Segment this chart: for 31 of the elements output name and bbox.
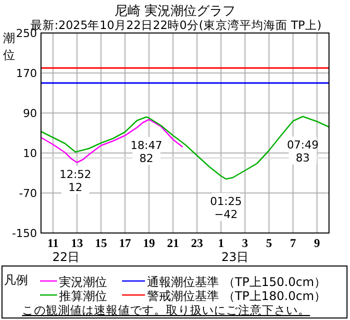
x-tick-label: 19 xyxy=(143,236,155,250)
y-tick-label: -150 xyxy=(12,227,37,240)
x-tick-label: 1 xyxy=(218,236,224,250)
legend-label: 警戒潮位基準 （TP上180.0cm） xyxy=(147,289,326,303)
legend-title: 凡例 xyxy=(4,273,28,287)
text: 23日 xyxy=(221,250,249,264)
x-tick-label: 11 xyxy=(47,236,59,250)
annotation: 12:52 12 xyxy=(60,168,92,194)
x-tick-label: 9 xyxy=(314,236,320,250)
legend-label: 通報潮位基準 （TP上150.0cm） xyxy=(147,275,326,289)
x-tick-label: 13 xyxy=(71,236,83,250)
chart-title: 尼崎 実況潮位グラフ xyxy=(114,3,236,19)
x-tick-label: 15 xyxy=(95,236,107,250)
x-tick-label: 5 xyxy=(266,236,272,250)
annotation: 18:47 82 xyxy=(130,139,162,165)
annotation: 07:49 83 xyxy=(286,138,319,164)
x-tick-label: 23 xyxy=(191,236,203,250)
legend-label: 推算潮位 xyxy=(59,289,107,303)
y-axis-title: 潮位 xyxy=(3,31,15,62)
legend-label: 実況潮位 xyxy=(59,275,107,289)
text: この観測値は速報値です。取り扱いにご注意下さい。 xyxy=(22,303,310,317)
x-tick-label: 21 xyxy=(167,236,179,250)
x-tick-label: 17 xyxy=(119,236,131,250)
x-tick-label: 7 xyxy=(290,236,296,250)
y-tick-label: -70 xyxy=(19,187,37,200)
text: 22日 xyxy=(52,250,80,264)
x-tick-label: 3 xyxy=(242,236,248,250)
annotation: 01:25 −42 xyxy=(210,195,242,221)
y-tick-label: 90 xyxy=(23,107,37,120)
y-tick-label: 10 xyxy=(23,147,37,160)
y-tick-label: 170 xyxy=(16,67,37,80)
